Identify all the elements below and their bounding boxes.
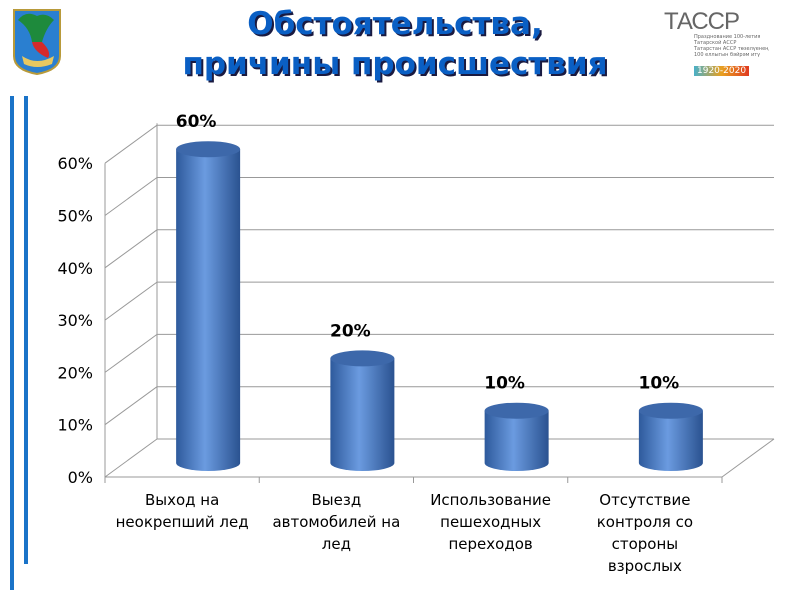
x-category-label: Отсутствие [599, 491, 690, 509]
y-tick-label: 0% [68, 468, 93, 487]
x-category-label: Использование [430, 491, 551, 509]
y-tick-label: 50% [57, 207, 93, 226]
bar-top [176, 141, 241, 158]
tassr-brand: ТАССР [664, 8, 740, 35]
y-tick-label: 30% [57, 311, 93, 330]
decor-line [24, 96, 28, 564]
tassr-line: Татарстан АССР төзелүенең [694, 46, 769, 52]
x-category-label: Выезд [312, 491, 362, 509]
bar-top [484, 402, 549, 419]
x-category-label: стороны [612, 535, 679, 553]
x-category-label: контроля со [597, 513, 693, 531]
coat-of-arms-logo [13, 9, 61, 76]
x-category-label: переходов [449, 535, 533, 553]
tassr-line: 100 еллыгын бәйрәм итү [694, 52, 761, 58]
y-tick-label: 10% [57, 416, 93, 435]
gridline-side [104, 229, 158, 269]
decor-line [10, 96, 14, 590]
data-label: 60% [176, 112, 217, 132]
bar-top [330, 350, 395, 367]
bar [484, 410, 549, 471]
tassr-line: Празднование 100-летия [694, 34, 761, 40]
x-category-label: лед [322, 535, 351, 553]
gridline-side [104, 333, 158, 373]
gridline-side [104, 177, 158, 216]
data-label: 20% [330, 321, 371, 341]
gridline-side [104, 124, 158, 164]
page-title: Обстоятельства, причины происшествия [140, 4, 650, 84]
gridline-side [104, 438, 158, 478]
bar [330, 358, 395, 471]
title-line-1: Обстоятельства, [247, 6, 543, 42]
x-category-label: Выход на [145, 491, 219, 509]
data-label: 10% [484, 374, 525, 394]
bar [638, 410, 703, 471]
y-tick-label: 20% [57, 363, 93, 382]
tassr-line: Татарской АССР [694, 40, 737, 46]
bar-top [638, 402, 703, 419]
x-category-label: взрослых [608, 557, 682, 575]
y-tick-label: 60% [57, 154, 93, 173]
gridline-side [104, 281, 158, 321]
x-category-label: неокрепший лед [116, 513, 249, 531]
gridline-side [104, 386, 158, 426]
x-category-label: автомобилей на [272, 513, 400, 531]
data-label: 10% [639, 374, 680, 394]
y-tick-label: 40% [57, 259, 93, 278]
title-line-2: причины происшествия [182, 46, 608, 82]
tassr-logo: ТАССР Празднование 100-летия Татарской А… [664, 10, 774, 77]
tassr-years: 1920-2020 [694, 66, 750, 76]
floor-right-edge [721, 438, 775, 478]
bar [176, 149, 241, 471]
x-category-label: пешеходных [440, 513, 541, 531]
